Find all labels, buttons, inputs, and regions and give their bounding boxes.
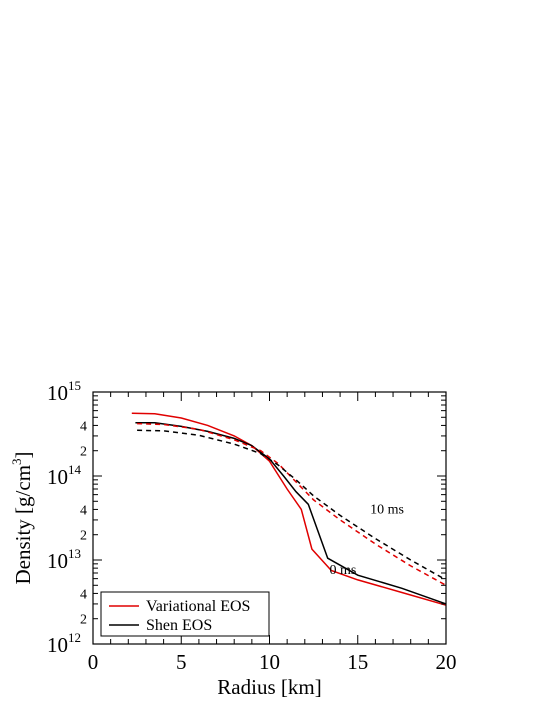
y-minor-tick-label: 4 [80,419,87,434]
x-tick-label: 10 [259,650,280,674]
annotation-layer: 10 ms 0 ms [330,502,404,578]
y-axis-title-superscript: 3 [9,458,24,465]
y-major-tick-label: 1014 [47,462,82,489]
y-minor-tick-label: 2 [80,613,87,628]
legend-label-shen: Shen EOS [146,617,212,634]
legend: Variational EOS Shen EOS [100,591,270,637]
x-axis-title: Radius [km] [217,675,321,699]
y-minor-tick-label: 2 [80,529,87,544]
y-minor-tick-label: 4 [80,503,87,518]
y-minor-tick-label: 2 [80,445,87,460]
curve-time-annotation: 0 ms [330,563,357,578]
y-major-tick-label: 1015 [47,378,81,405]
x-tick-label: 15 [347,650,368,674]
series-line-variational-eosdashed-10ms [137,422,447,586]
curve-time-annotation: 10 ms [370,502,404,517]
y-axis-title-end: ] [11,451,35,458]
series-line-variational-eossolid-0ms [131,412,447,606]
x-tick-label: 0 [88,650,99,674]
legend-box [100,591,270,637]
x-tick-label: 5 [176,650,187,674]
y-axis-title: Density [g/cm3] [9,451,35,584]
legend-label-variational: Variational EOS [146,598,250,615]
series-line-shen-eosdashed-10ms [137,429,447,581]
y-major-tick-label: 1013 [47,546,81,573]
y-major-tick-label: 1012 [47,630,81,657]
series-layer [131,412,447,606]
y-axis-title-main: Density [g/cm [11,465,35,585]
y-minor-tick-label: 4 [80,587,87,602]
tick-layer [92,391,447,645]
x-tick-label: 20 [436,650,457,674]
